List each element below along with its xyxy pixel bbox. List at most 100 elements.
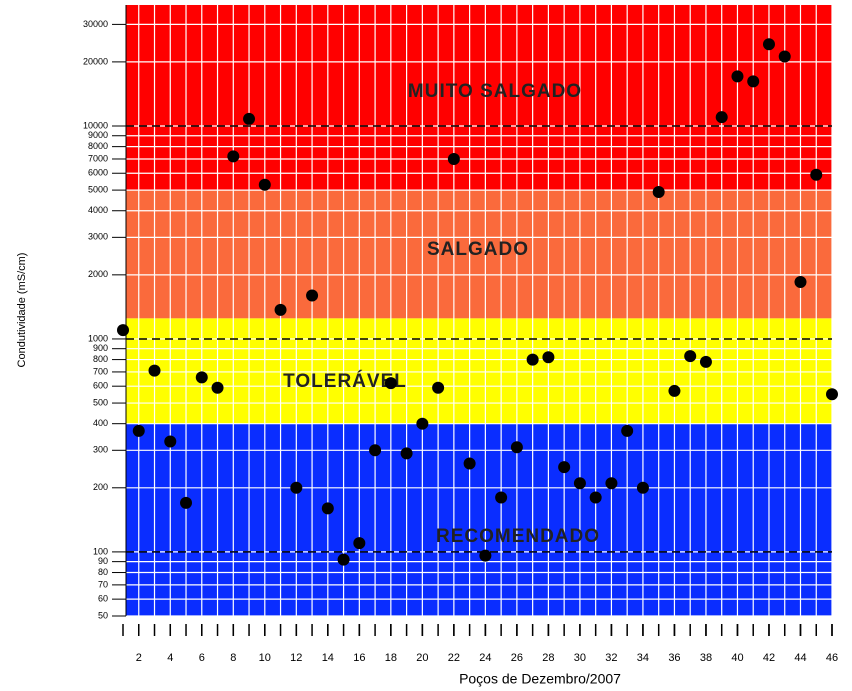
x-tick-label: 26 bbox=[511, 652, 523, 664]
data-point bbox=[715, 111, 728, 124]
x-tick-label: 18 bbox=[385, 652, 397, 664]
data-point bbox=[180, 496, 193, 509]
data-point bbox=[337, 553, 350, 566]
band-label: RECOMENDADO bbox=[436, 526, 600, 547]
data-point bbox=[227, 150, 240, 163]
data-point bbox=[510, 441, 523, 454]
data-point bbox=[526, 353, 539, 366]
y-tick-label: 400 bbox=[93, 418, 108, 428]
data-point bbox=[463, 457, 476, 470]
data-point bbox=[573, 477, 586, 490]
data-point bbox=[668, 384, 681, 397]
data-point bbox=[164, 435, 177, 448]
y-tick-label: 2000 bbox=[88, 269, 108, 279]
y-tick-label: 20000 bbox=[83, 56, 108, 66]
x-tick-label: 16 bbox=[353, 652, 365, 664]
data-point bbox=[652, 185, 665, 198]
y-tick-label: 100 bbox=[93, 546, 108, 556]
y-tick-label: 7000 bbox=[88, 153, 108, 163]
x-tick-label: 30 bbox=[574, 652, 586, 664]
data-point bbox=[542, 351, 555, 364]
y-tick-label: 800 bbox=[93, 354, 108, 364]
x-tick-label: 34 bbox=[637, 652, 649, 664]
y-tick-label: 5000 bbox=[88, 184, 108, 194]
x-tick-label: 14 bbox=[322, 652, 334, 664]
band-label: MUITO SALGADO bbox=[408, 81, 582, 102]
x-tick-label: 4 bbox=[167, 652, 173, 664]
data-point bbox=[794, 276, 807, 289]
data-point bbox=[605, 477, 618, 490]
data-point bbox=[290, 481, 303, 494]
y-axis-title: Condutividade (mS/cm) bbox=[16, 253, 28, 368]
data-point bbox=[762, 38, 775, 51]
y-tick-label: 80 bbox=[98, 567, 108, 577]
x-tick-label: 6 bbox=[199, 652, 205, 664]
x-tick-label: 38 bbox=[700, 652, 712, 664]
y-tick-label: 90 bbox=[98, 556, 108, 566]
data-point bbox=[211, 381, 224, 394]
y-tick-label: 600 bbox=[93, 381, 108, 391]
x-tick-label: 42 bbox=[763, 652, 775, 664]
data-point bbox=[274, 303, 287, 316]
x-tick-label: 32 bbox=[605, 652, 617, 664]
x-tick-label: 40 bbox=[731, 652, 743, 664]
data-point bbox=[243, 112, 256, 125]
data-point bbox=[353, 537, 366, 550]
data-point bbox=[432, 381, 445, 394]
x-tick-label: 28 bbox=[542, 652, 554, 664]
x-tick-label: 10 bbox=[259, 652, 271, 664]
y-tick-label: 60 bbox=[98, 594, 108, 604]
data-point bbox=[826, 388, 838, 401]
x-axis-title: Poços de Dezembro/2007 bbox=[459, 671, 621, 687]
x-tick-label: 24 bbox=[479, 652, 491, 664]
x-tick-label: 8 bbox=[230, 652, 236, 664]
y-tick-label: 30000 bbox=[83, 19, 108, 29]
data-point bbox=[684, 350, 697, 363]
band bbox=[126, 423, 832, 616]
x-tick-label: 2 bbox=[136, 652, 142, 664]
y-tick-label: 50 bbox=[98, 610, 108, 620]
x-tick-label: 20 bbox=[416, 652, 428, 664]
data-point bbox=[495, 491, 508, 504]
y-tick-label: 900 bbox=[93, 343, 108, 353]
y-tick-label: 300 bbox=[93, 445, 108, 455]
x-tick-label: 44 bbox=[794, 652, 806, 664]
band bbox=[126, 318, 832, 424]
y-tick-label: 8000 bbox=[88, 141, 108, 151]
data-point bbox=[589, 491, 602, 504]
data-point bbox=[384, 377, 397, 390]
data-point bbox=[117, 324, 129, 337]
data-point bbox=[479, 549, 492, 562]
data-point bbox=[747, 75, 760, 88]
data-point bbox=[416, 417, 429, 430]
data-point bbox=[810, 168, 823, 181]
y-tick-label: 4000 bbox=[88, 205, 108, 215]
data-point bbox=[195, 371, 208, 384]
x-tick-label: 12 bbox=[290, 652, 302, 664]
y-tick-label: 200 bbox=[93, 482, 108, 492]
band-label: TOLERÁVEL bbox=[283, 370, 407, 392]
data-point bbox=[636, 481, 649, 494]
data-point bbox=[321, 502, 334, 515]
data-point bbox=[400, 447, 413, 460]
y-tick-label: 500 bbox=[93, 397, 108, 407]
y-tick-label: 6000 bbox=[88, 168, 108, 178]
y-tick-label: 3000 bbox=[88, 232, 108, 242]
y-tick-label: 10000 bbox=[83, 120, 108, 130]
data-point bbox=[369, 444, 382, 457]
x-tick-label: 22 bbox=[448, 652, 460, 664]
data-point bbox=[447, 152, 460, 165]
data-point bbox=[558, 461, 571, 474]
data-point bbox=[731, 70, 744, 83]
data-point bbox=[258, 178, 271, 191]
data-point bbox=[306, 289, 319, 302]
y-tick-label: 700 bbox=[93, 366, 108, 376]
data-point bbox=[621, 424, 634, 437]
x-tick-label: 36 bbox=[668, 652, 680, 664]
x-tick-label: 46 bbox=[826, 652, 838, 664]
data-point bbox=[132, 424, 145, 437]
band bbox=[126, 190, 832, 319]
data-point bbox=[148, 364, 161, 377]
y-tick-label: 9000 bbox=[88, 130, 108, 140]
band-label: SALGADO bbox=[427, 239, 529, 260]
